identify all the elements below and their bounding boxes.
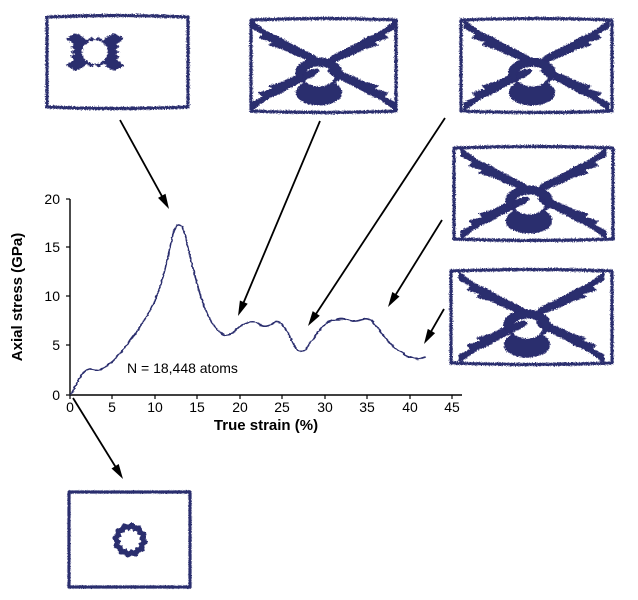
svg-text:15: 15 [44,239,60,255]
svg-text:0: 0 [52,387,60,403]
svg-text:5: 5 [108,399,116,415]
svg-text:True strain (%): True strain (%) [214,417,318,434]
svg-text:N = 18,448 atoms: N = 18,448 atoms [127,360,238,376]
svg-text:15: 15 [189,399,205,415]
svg-text:35: 35 [359,399,375,415]
svg-text:Axial stress (GPa): Axial stress (GPa) [9,233,26,361]
svg-text:40: 40 [402,399,418,415]
svg-text:20: 20 [44,191,60,207]
svg-text:30: 30 [317,399,333,415]
svg-text:0: 0 [66,399,74,415]
svg-text:45: 45 [444,399,460,415]
svg-text:10: 10 [147,399,163,415]
svg-text:25: 25 [274,399,290,415]
svg-text:5: 5 [52,337,60,353]
svg-text:10: 10 [44,288,60,304]
svg-text:20: 20 [232,399,248,415]
